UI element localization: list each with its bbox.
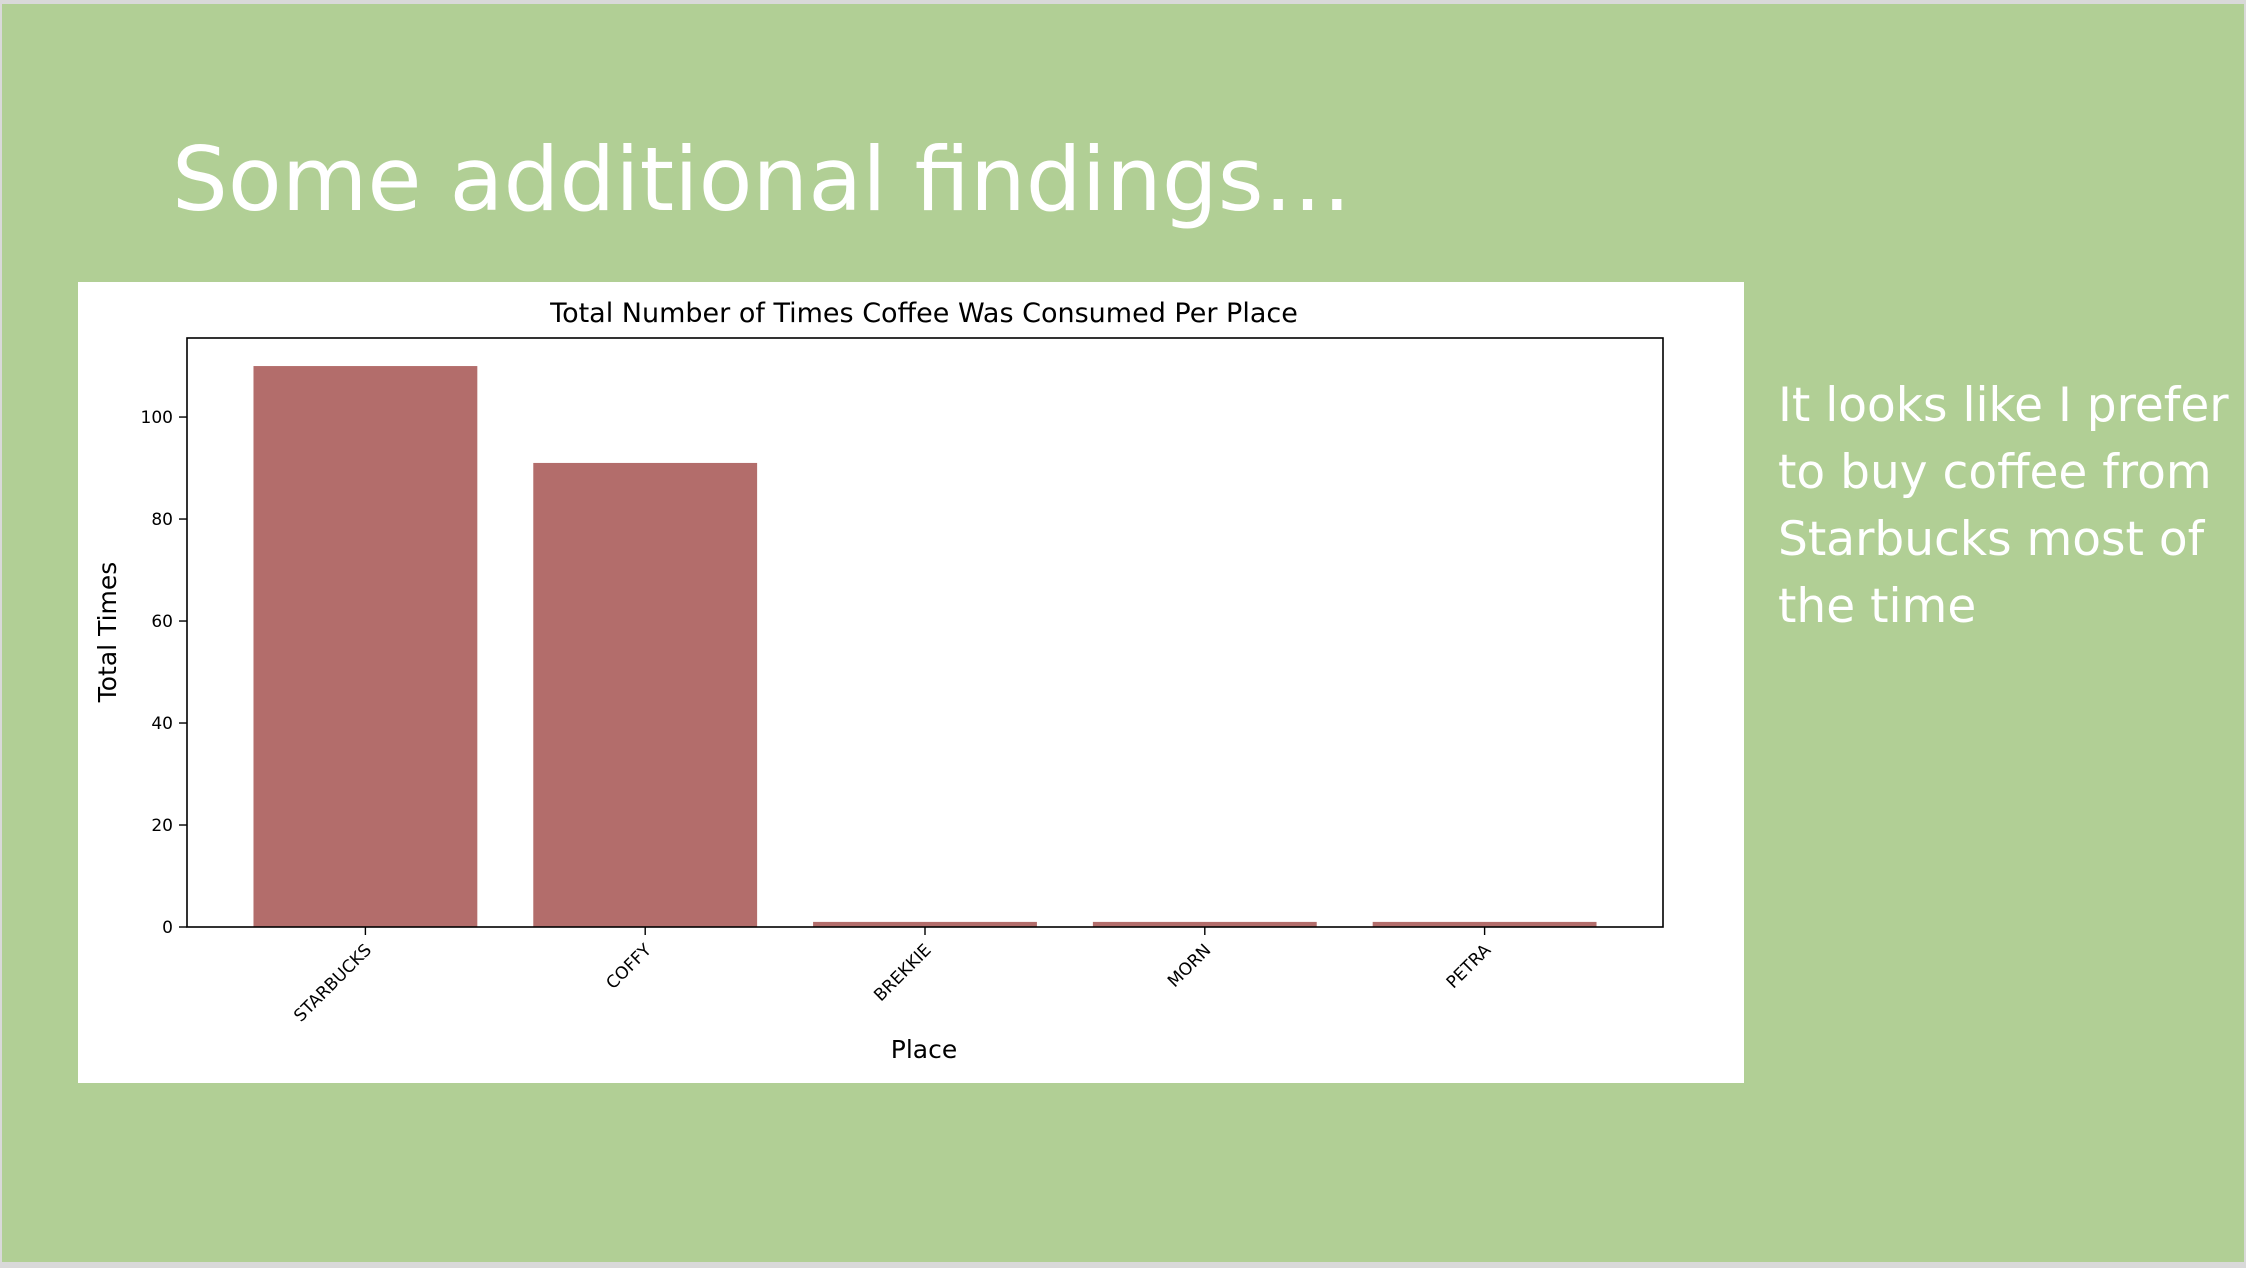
- y-tick-label: 0: [162, 918, 173, 938]
- bar-chart: Total Number of Times Coffee Was Consume…: [93, 298, 1664, 1064]
- bar-petra: [1372, 921, 1597, 927]
- bar-brekkie: [813, 921, 1037, 927]
- y-tick-label: 20: [151, 816, 173, 836]
- bars-layer: [253, 366, 1597, 927]
- slide: Some additional findings… Total Number o…: [2, 4, 2244, 1262]
- bar-starbucks: [253, 366, 478, 927]
- x-tick-label: BREKKIE: [870, 940, 935, 1005]
- plot-frame: [186, 337, 1664, 928]
- x-axis-label: Place: [891, 1035, 957, 1064]
- y-axis: 0 20 40 60 80 100: [141, 408, 187, 938]
- chart-title: Total Number of Times Coffee Was Consume…: [549, 298, 1298, 329]
- y-tick-label: 60: [151, 612, 173, 632]
- slide-title: Some additional findings…: [172, 128, 1352, 231]
- y-axis-label: Total Times: [93, 562, 122, 704]
- x-tick-label: STARBUCKS: [290, 940, 376, 1026]
- x-tick-label: COFFY: [603, 940, 657, 994]
- y-tick-label: 40: [151, 714, 173, 734]
- bar-morn: [1092, 921, 1317, 927]
- y-tick-label: 100: [141, 408, 173, 428]
- x-axis: STARBUCKS COFFY BREKKIE MORN PETRA: [290, 927, 1495, 1026]
- x-tick-label: PETRA: [1443, 940, 1496, 993]
- bar-coffy: [533, 462, 758, 927]
- y-tick-label: 80: [151, 510, 173, 530]
- side-note: It looks like I prefer to buy coffee fro…: [1778, 378, 2229, 634]
- chart-panel: Total Number of Times Coffee Was Consume…: [78, 282, 1744, 1083]
- x-tick-label: MORN: [1164, 940, 1215, 991]
